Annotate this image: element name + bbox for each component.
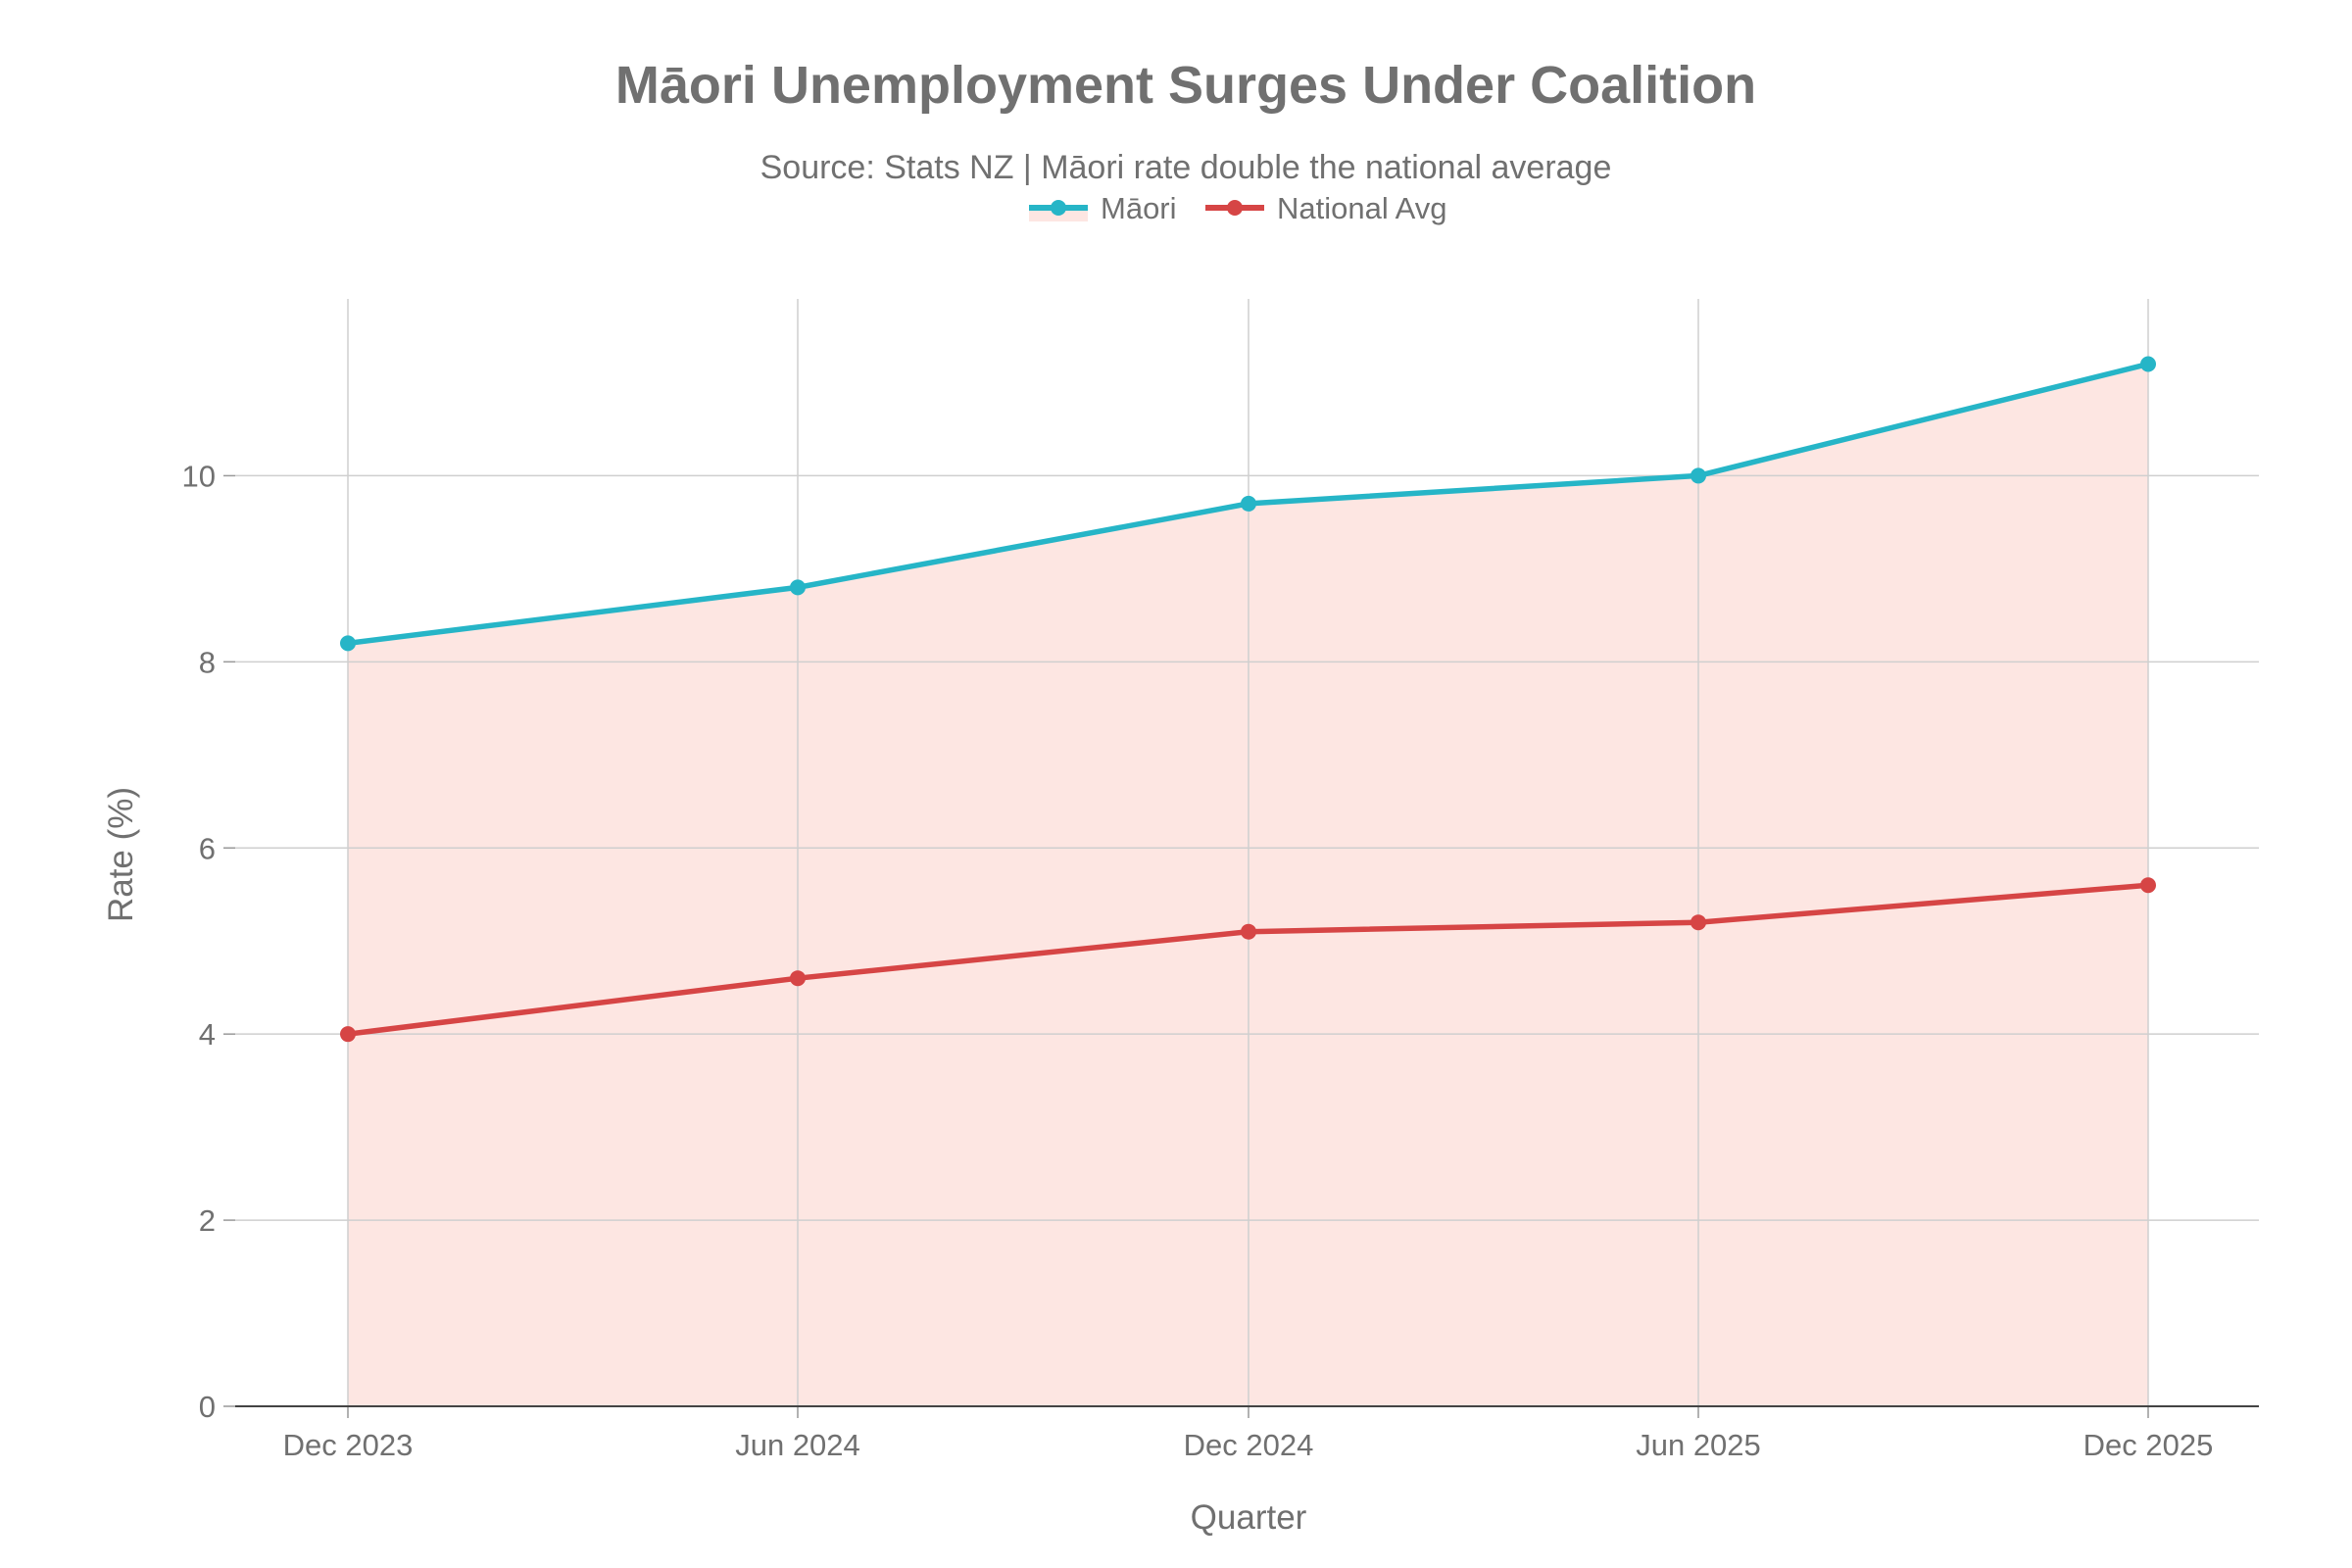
y-tick-label: 10	[182, 459, 216, 493]
series-1-point[interactable]	[1690, 914, 1706, 931]
series-0-point[interactable]	[2140, 356, 2156, 372]
series-1-point[interactable]	[2140, 877, 2156, 894]
legend-item-national-avg[interactable]: National Avg	[1205, 191, 1447, 225]
x-tick-label: Dec 2023	[283, 1428, 414, 1462]
x-tick-label: Jun 2025	[1636, 1428, 1761, 1462]
y-tick-label: 2	[199, 1203, 216, 1238]
series-0-point[interactable]	[1690, 467, 1706, 484]
x-axis-title: Quarter	[1191, 1498, 1307, 1537]
legend-item-maori[interactable]: Māori	[1029, 191, 1177, 225]
series-1-point[interactable]	[1241, 923, 1256, 940]
x-tick-label: Dec 2025	[2083, 1428, 2214, 1462]
y-tick-label: 6	[199, 831, 216, 865]
axis-layer: 0 2 4 6 8 10 Dec 2023 Jun 2024 Dec 2024 Jun 2025 D…	[182, 459, 2259, 1462]
y-tick-label: 8	[199, 645, 216, 679]
legend-label-maori: Māori	[1101, 191, 1177, 225]
y-tick-label: 4	[199, 1017, 216, 1052]
series-0-point[interactable]	[790, 579, 806, 596]
chart-title: Māori Unemployment Surges Under Coalitio…	[615, 56, 1756, 115]
legend-label-national-avg: National Avg	[1277, 191, 1447, 225]
y-tick-label: 0	[199, 1390, 216, 1424]
series-layer	[340, 356, 2156, 1043]
x-tick-label: Dec 2024	[1184, 1428, 1314, 1462]
series-0-point[interactable]	[340, 635, 356, 652]
series-1-point[interactable]	[790, 970, 806, 987]
chart-subtitle: Source: Stats NZ | Māori rate double the…	[760, 149, 1612, 186]
x-tick-label: Jun 2024	[735, 1428, 860, 1462]
legend: Māori National Avg	[1029, 191, 1447, 225]
series-1-point[interactable]	[340, 1026, 356, 1043]
series-0-point[interactable]	[1241, 495, 1256, 512]
y-axis-title: Rate (%)	[102, 787, 140, 922]
